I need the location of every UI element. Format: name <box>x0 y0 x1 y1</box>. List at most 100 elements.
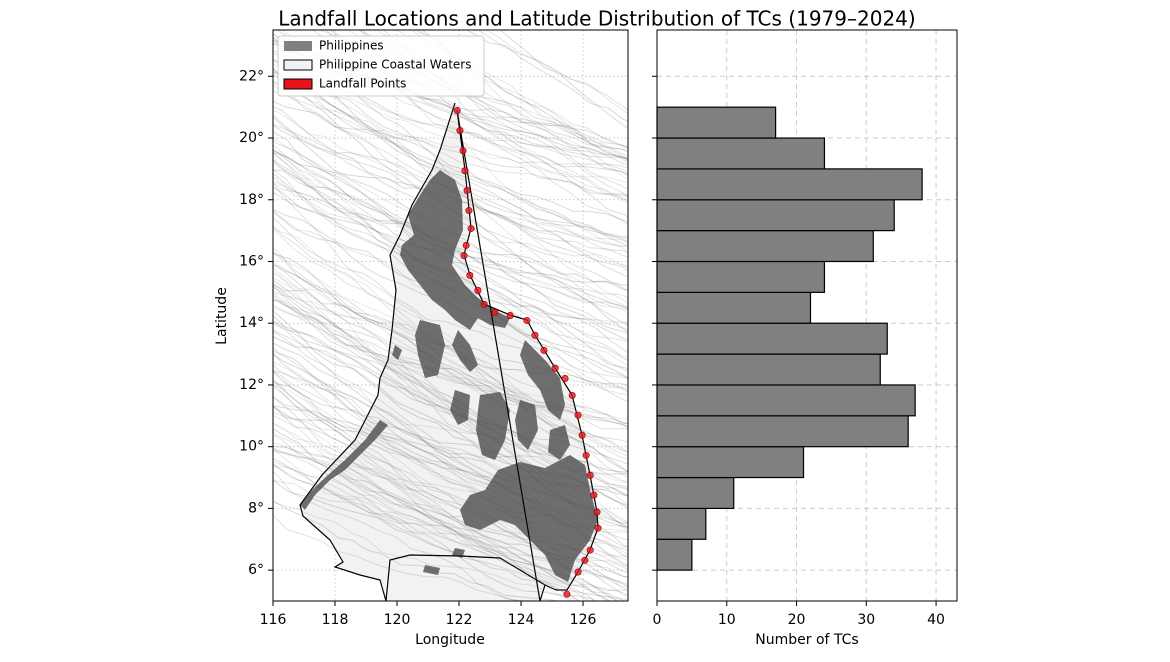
landfall-point <box>466 271 474 279</box>
tc-track <box>273 500 576 601</box>
tc-track <box>273 500 561 601</box>
landfall-point <box>568 391 576 399</box>
tc-track <box>273 463 628 592</box>
landfall-point <box>578 431 586 439</box>
tc-track <box>273 422 573 601</box>
tc-track <box>273 176 628 268</box>
tc-track <box>273 148 628 367</box>
tc-track <box>273 90 628 315</box>
tc-track <box>273 49 628 169</box>
tc-track <box>273 422 628 533</box>
landfall-point <box>491 308 499 316</box>
landfall-point <box>474 286 482 294</box>
tc-track <box>273 307 628 420</box>
legend-box <box>277 35 485 97</box>
tc-track <box>273 368 628 555</box>
bar <box>656 260 826 293</box>
tc-track <box>273 406 628 567</box>
landfall-point <box>456 127 464 135</box>
tc-track <box>273 180 628 324</box>
tc-track <box>273 248 628 457</box>
tc-track <box>273 149 628 247</box>
tc-track <box>411 30 628 162</box>
tc-track <box>273 414 581 601</box>
tc-track <box>273 226 628 453</box>
tc-track <box>273 52 628 272</box>
tc-track <box>273 67 628 334</box>
tc-track <box>273 381 628 497</box>
tc-track <box>273 380 628 598</box>
tc-track <box>273 450 625 601</box>
x-tick-label: 120 <box>384 612 411 628</box>
tc-track <box>273 158 628 379</box>
landfall-point <box>593 508 601 516</box>
landfall-point <box>551 364 559 372</box>
tc-track <box>273 457 597 601</box>
landfall-point <box>581 556 589 564</box>
tc-track <box>273 143 628 331</box>
tc-track <box>273 71 628 175</box>
landfall-points <box>453 107 602 598</box>
tc-track <box>421 30 628 161</box>
tc-track <box>273 370 628 574</box>
histogram-frame <box>656 29 958 602</box>
bar <box>656 199 895 232</box>
landfall-point <box>563 590 571 598</box>
tc-track <box>273 83 628 198</box>
tc-track <box>273 227 628 460</box>
tc-track <box>273 264 628 473</box>
tc-track <box>273 116 628 292</box>
bar <box>656 415 909 448</box>
bar <box>656 446 805 479</box>
tc-track <box>273 225 628 454</box>
philippines-land <box>300 170 598 582</box>
landfall-point <box>561 374 569 382</box>
tc-track <box>273 282 628 488</box>
tc-track <box>273 309 628 528</box>
legend-label: Philippines <box>319 39 384 53</box>
x-tick-label: 116 <box>260 612 287 628</box>
tc-track <box>273 378 618 601</box>
tc-track <box>273 105 628 327</box>
tc-track <box>273 354 628 530</box>
tc-track <box>273 384 628 533</box>
bar <box>656 538 693 571</box>
tc-track <box>273 252 628 472</box>
tc-track <box>273 169 628 359</box>
x-tick-label: 126 <box>570 612 597 628</box>
bar <box>656 230 874 263</box>
tc-track <box>273 465 628 588</box>
tc-track <box>273 370 628 587</box>
tc-track <box>273 252 628 550</box>
tc-track <box>273 250 628 452</box>
tc-track <box>273 329 628 473</box>
tc-track <box>273 297 628 474</box>
tc-track <box>273 478 628 578</box>
tc-track <box>273 72 628 254</box>
tc-track <box>273 63 628 184</box>
bar <box>656 322 888 355</box>
y-axis-label: Latitude <box>214 287 230 345</box>
tc-track <box>273 405 628 524</box>
tc-track <box>273 294 628 428</box>
tc-track <box>273 160 628 291</box>
y-tick-label: 14° <box>239 315 264 331</box>
landfall-point <box>453 107 461 115</box>
y-tick-label: 12° <box>239 377 264 393</box>
tc-track <box>273 292 628 529</box>
tc-track <box>273 122 628 258</box>
tc-track <box>273 169 628 310</box>
tc-track <box>273 151 628 380</box>
landfall-point <box>506 311 514 319</box>
landfall-point <box>590 491 598 499</box>
tc-track <box>273 363 628 548</box>
tc-track <box>273 36 628 305</box>
legend: Philippines Philippine Coastal Waters Land… <box>277 35 485 97</box>
tc-track <box>273 191 628 309</box>
tc-track <box>273 262 628 444</box>
tc-track <box>273 479 628 600</box>
tc-track <box>273 290 628 395</box>
legend-swatch <box>283 59 313 71</box>
y-tick-label: 6° <box>248 562 264 578</box>
tc-track <box>273 314 628 497</box>
